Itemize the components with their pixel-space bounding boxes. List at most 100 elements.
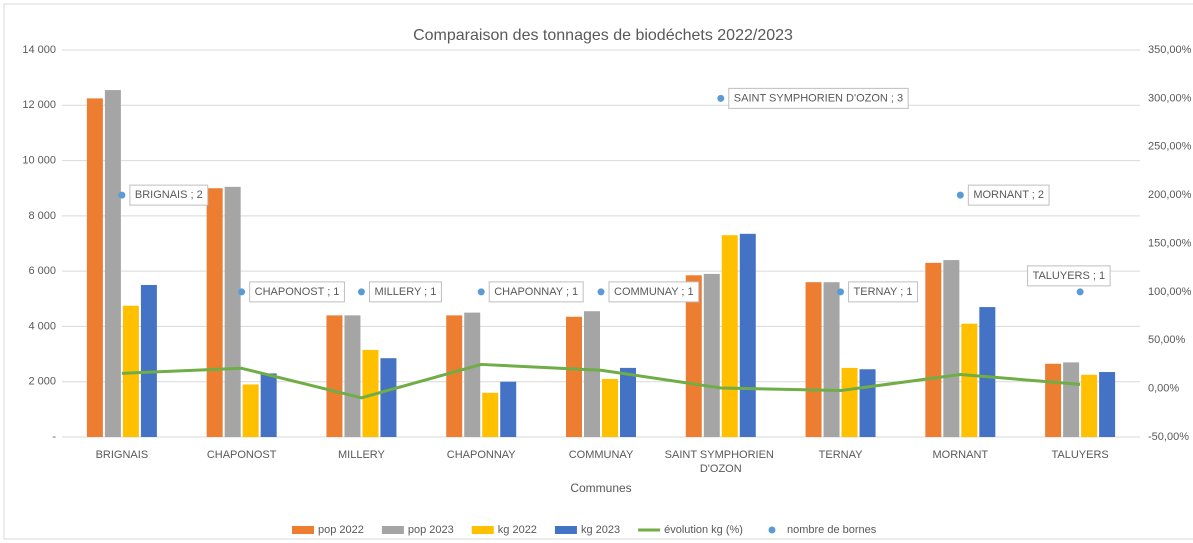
legend-swatch xyxy=(292,526,314,534)
data-label-box xyxy=(488,281,584,303)
bar xyxy=(122,305,139,437)
bar xyxy=(224,186,241,437)
x-tick-label: COMMUNAY xyxy=(569,449,634,461)
y-tick-label: 10 000 xyxy=(22,154,56,166)
data-label: TERNAY ; 1 xyxy=(854,286,913,298)
x-tick-line: D'OZON xyxy=(700,463,742,475)
x-tick-label: CHAPONOST xyxy=(207,449,277,461)
data-label-box xyxy=(848,281,918,303)
bar xyxy=(943,260,960,437)
y2-tick-label: 350,00% xyxy=(1148,44,1192,56)
bar xyxy=(326,315,343,437)
chart-title: Comparaison des tonnages de biodéchets 2… xyxy=(413,27,793,44)
point xyxy=(477,288,485,296)
legend-label: évolution kg (%) xyxy=(664,524,743,536)
x-tick-label: SAINT SYMPHORIEN D'OZON xyxy=(665,449,777,475)
bar xyxy=(859,369,876,437)
data-label: MORNANT ; 2 xyxy=(973,189,1044,201)
bar xyxy=(362,349,379,437)
y2-tick-label: 0,00% xyxy=(1148,383,1179,395)
bar xyxy=(500,381,517,437)
legend-swatch xyxy=(768,526,776,534)
point xyxy=(956,191,964,199)
point xyxy=(118,191,126,199)
x-tick-label: BRIGNAIS xyxy=(96,449,149,461)
bar xyxy=(739,233,756,437)
bar xyxy=(1099,372,1116,437)
x-tick-label: MORNANT xyxy=(933,449,989,461)
y-tick-label: 12 000 xyxy=(22,99,56,111)
y-tick-label: 6 000 xyxy=(28,265,56,277)
y2-tick-label: 200,00% xyxy=(1148,189,1192,201)
point xyxy=(717,94,725,102)
bar xyxy=(805,282,822,437)
bar xyxy=(1081,374,1098,437)
point xyxy=(238,288,246,296)
bar xyxy=(584,311,600,437)
legend-label: pop 2023 xyxy=(408,524,454,536)
bar xyxy=(344,315,361,437)
bar xyxy=(925,262,942,437)
legend-label: kg 2022 xyxy=(498,524,537,536)
data-label: COMMUNAY ; 1 xyxy=(614,286,694,298)
bar xyxy=(620,367,636,437)
bar xyxy=(961,323,978,437)
x-tick-label: MILLERY xyxy=(338,449,386,461)
bar xyxy=(86,98,103,437)
data-label-box xyxy=(368,281,442,303)
bar xyxy=(140,284,157,437)
data-label: CHAPONOST ; 1 xyxy=(255,286,340,298)
y2-tick-label: 100,00% xyxy=(1148,286,1192,298)
bar xyxy=(685,275,702,437)
bar xyxy=(104,90,121,437)
point xyxy=(597,288,605,296)
bar xyxy=(464,312,481,437)
point xyxy=(837,288,845,296)
legend-label: kg 2023 xyxy=(581,524,620,536)
y2-tick-label: 300,00% xyxy=(1148,92,1192,104)
bar xyxy=(380,358,397,437)
x-tick-line: SAINT SYMPHORIEN xyxy=(665,449,777,461)
data-label-box xyxy=(728,87,909,109)
point xyxy=(357,288,365,296)
data-label: TALUYERS ; 1 xyxy=(1033,270,1106,282)
y-tick-label: 2 000 xyxy=(28,376,56,388)
bar xyxy=(1045,363,1062,437)
point xyxy=(1076,288,1084,296)
bar xyxy=(482,392,499,437)
bar xyxy=(566,316,582,437)
data-label-box xyxy=(1027,265,1111,287)
legend-label: pop 2022 xyxy=(318,524,364,536)
data-label: MILLERY ; 1 xyxy=(374,286,436,298)
x-tick-label: TERNAY xyxy=(819,449,863,461)
data-label-box xyxy=(129,184,209,206)
x-axis-title: Communes xyxy=(570,481,631,495)
bar xyxy=(703,273,720,437)
legend-swatch xyxy=(471,526,494,534)
y2-tick-label: 150,00% xyxy=(1148,237,1192,249)
bar xyxy=(841,367,858,437)
data-label-box xyxy=(967,184,1050,206)
data-label-box xyxy=(608,281,700,303)
bar xyxy=(979,307,996,437)
y-tick-label: - xyxy=(52,431,56,443)
line xyxy=(121,362,1081,400)
legend-swatch xyxy=(381,526,404,534)
bar xyxy=(823,282,840,437)
legend-swatch xyxy=(554,526,577,534)
data-label-box xyxy=(249,281,345,303)
x-tick-label: TALUYERS xyxy=(1051,449,1108,461)
y2-tick-label: -50,00% xyxy=(1148,431,1189,443)
bar xyxy=(1063,362,1080,437)
y2-tick-label: 250,00% xyxy=(1148,141,1192,153)
y-tick-label: 14 000 xyxy=(22,44,56,56)
bar xyxy=(242,384,259,437)
y-tick-label: 4 000 xyxy=(28,320,56,332)
bar xyxy=(446,315,463,437)
bar xyxy=(206,188,223,437)
y-tick-label: 8 000 xyxy=(28,210,56,222)
bar xyxy=(721,235,738,437)
x-tick-label: CHAPONNAY xyxy=(447,449,517,461)
y2-tick-label: 50,00% xyxy=(1148,334,1186,346)
